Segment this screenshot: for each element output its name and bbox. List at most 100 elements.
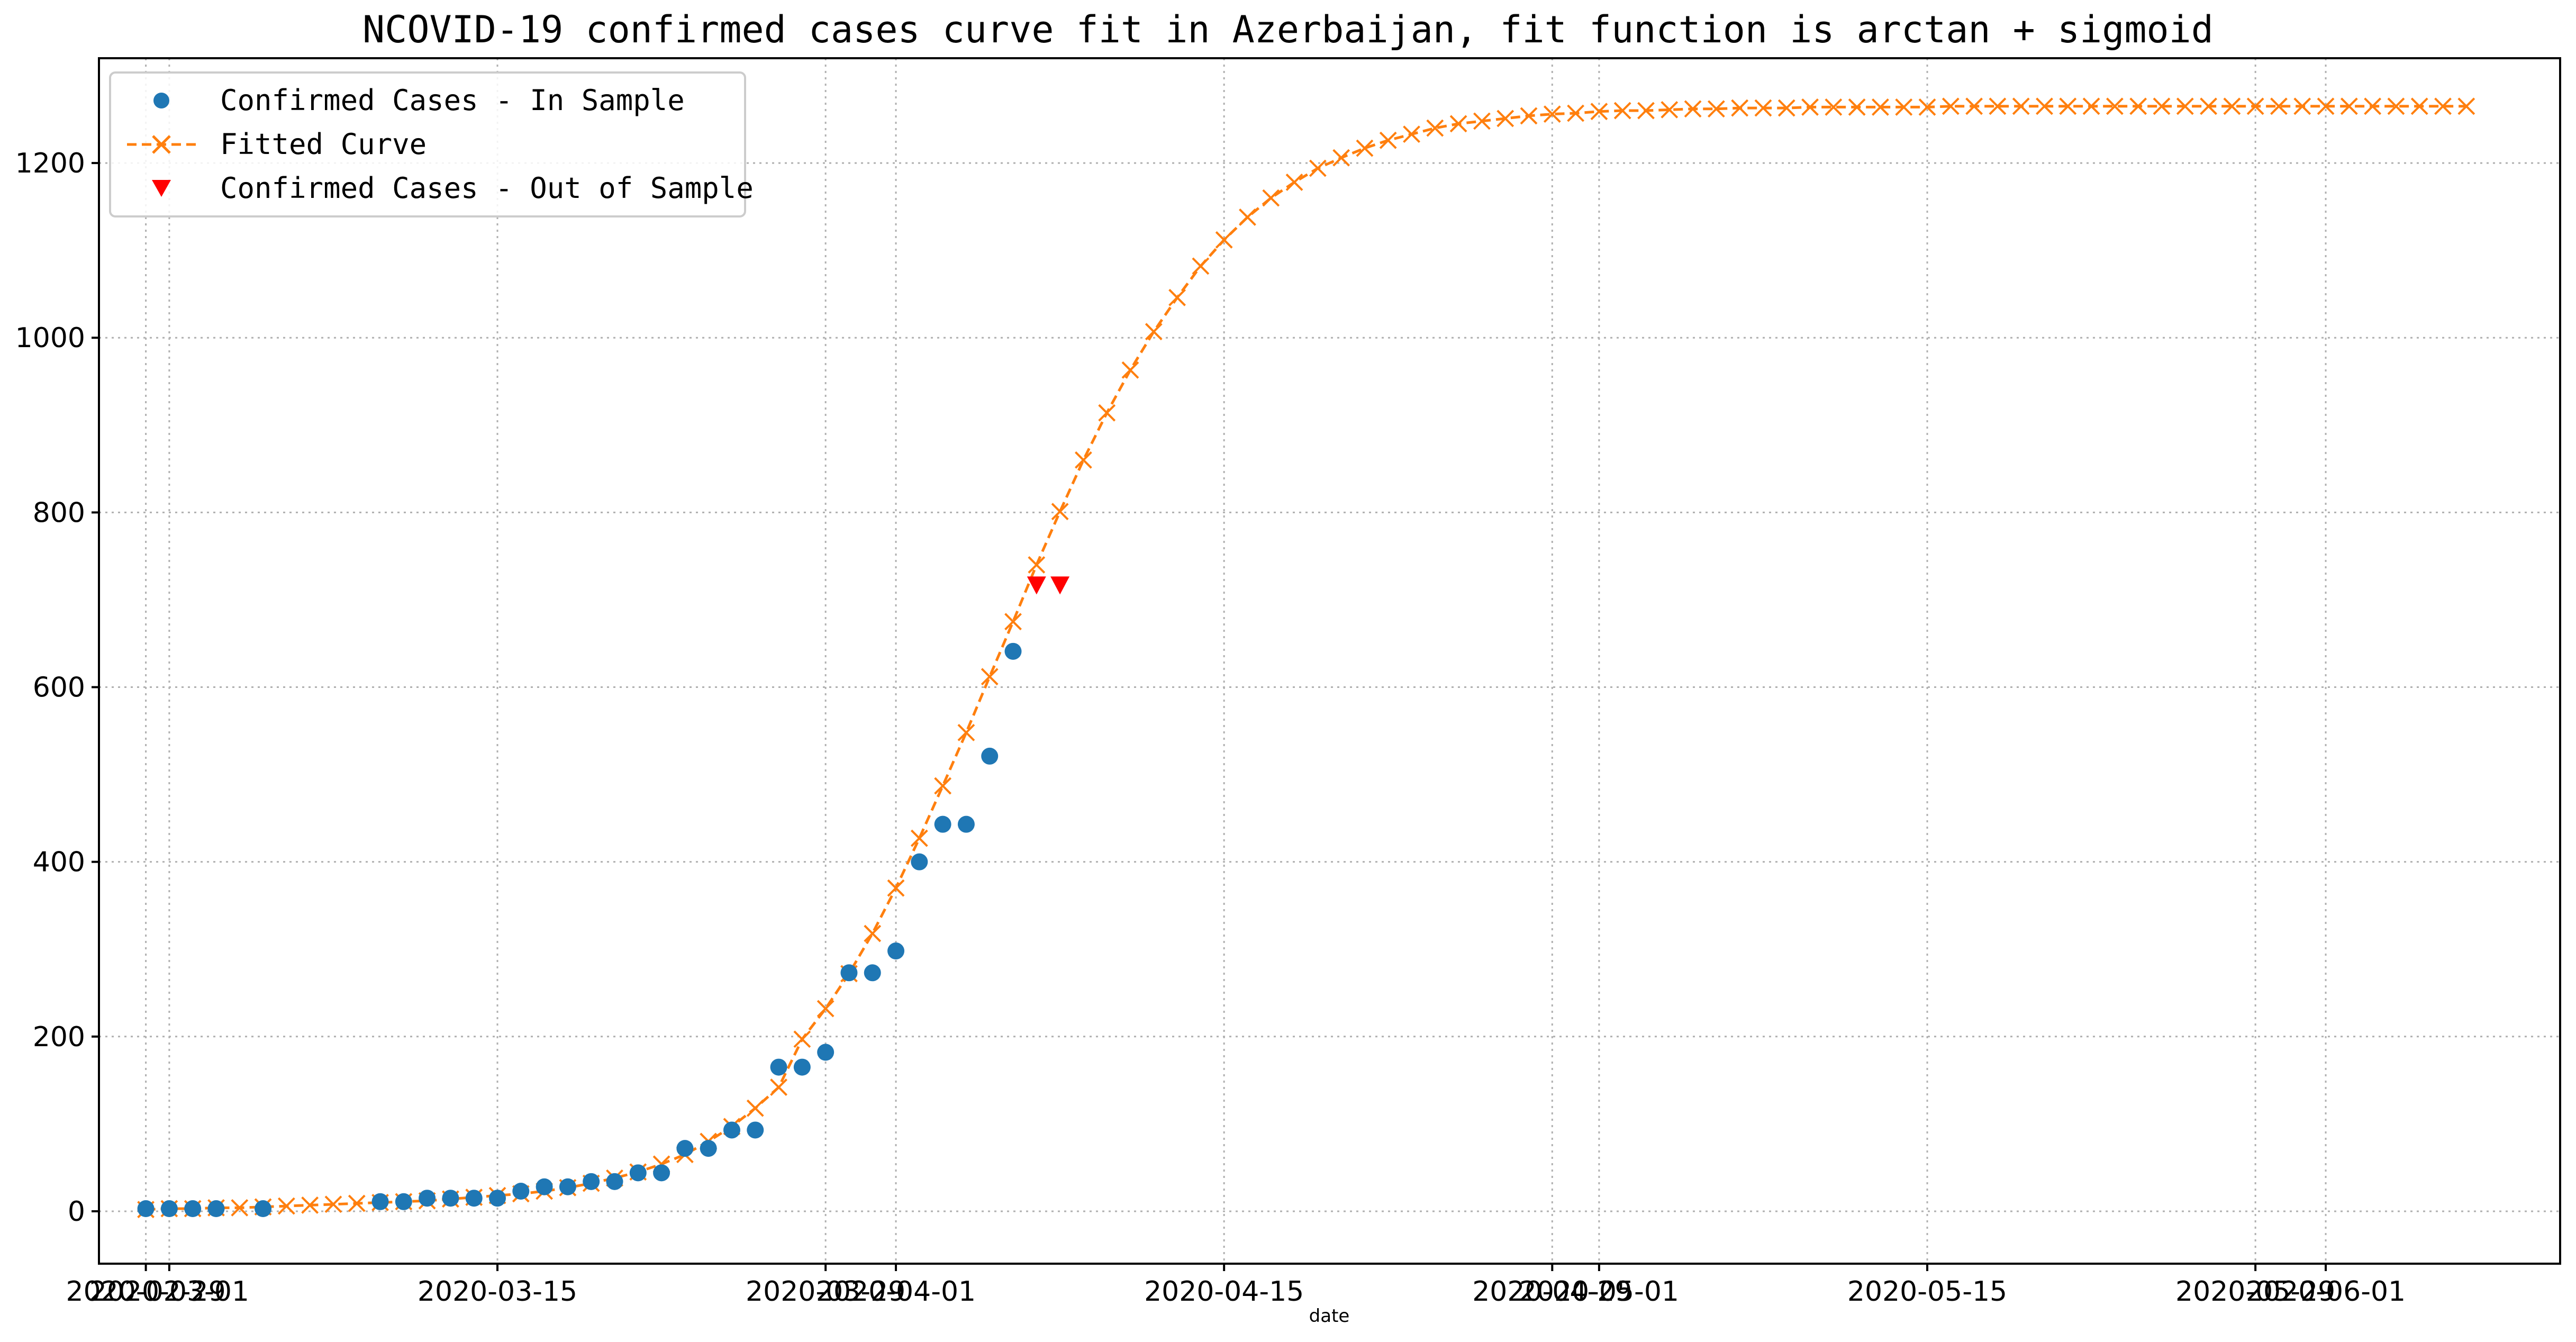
in-sample-point bbox=[817, 1044, 835, 1061]
in-sample-point bbox=[465, 1190, 483, 1207]
out-of-sample-point bbox=[1050, 576, 1070, 595]
fitted-curve-marker bbox=[2434, 97, 2452, 115]
in-sample-point bbox=[371, 1193, 389, 1210]
fitted-curve-marker bbox=[2270, 97, 2288, 115]
legend-label-in-sample: Confirmed Cases - In Sample bbox=[220, 84, 685, 117]
x-tick-label: 2020-04-01 bbox=[816, 1276, 976, 1308]
tick-layer: 0 200 400 600 800 1000 1200 2020-02-292020-03-0… bbox=[15, 148, 2406, 1308]
fitted-curve-marker bbox=[1989, 97, 2007, 115]
in-sample-point bbox=[137, 1200, 155, 1218]
fitted-curve-marker bbox=[1590, 103, 1608, 121]
fitted-curve-marker bbox=[1379, 131, 1397, 149]
fitted-curve-marker bbox=[2246, 97, 2264, 115]
legend-marker-fitted bbox=[152, 135, 171, 154]
fitted-curve-marker bbox=[1637, 102, 1655, 120]
legend-label-fitted: Fitted Curve bbox=[220, 128, 427, 161]
fitted-curve-marker bbox=[1895, 98, 1913, 116]
x-tick-label: 2020-05-29 bbox=[2175, 1276, 2335, 1308]
fitted-curve-marker bbox=[2457, 97, 2475, 115]
fitted-curve-marker bbox=[2293, 97, 2311, 115]
in-sample-point bbox=[911, 853, 928, 871]
legend: Confirmed Cases - In Sample Fitted Curve… bbox=[109, 71, 754, 217]
fitted-curve-marker bbox=[1613, 102, 1631, 120]
fitted-curve-marker bbox=[348, 1194, 366, 1212]
fitted-curve-marker bbox=[2036, 97, 2053, 115]
in-sample-point bbox=[489, 1190, 506, 1207]
in-sample-point bbox=[887, 942, 905, 960]
y-tick-label: 0 bbox=[68, 1196, 85, 1228]
legend-marker-in-sample bbox=[153, 93, 169, 108]
fitted-curve-marker bbox=[1285, 173, 1303, 191]
fitted-curve-marker bbox=[231, 1199, 249, 1217]
fitted-curve-marker bbox=[2340, 97, 2358, 115]
fitted-curve-marker bbox=[957, 723, 975, 741]
x-tick-label: 2020-03-15 bbox=[418, 1276, 577, 1308]
in-sample-point bbox=[747, 1121, 764, 1139]
fitted-curve-marker bbox=[2059, 97, 2077, 115]
fitted-curve-marker bbox=[1543, 105, 1561, 123]
y-tick-label: 400 bbox=[33, 847, 85, 878]
in-sample-point bbox=[770, 1058, 787, 1076]
fitted-curve-marker bbox=[2012, 97, 2030, 115]
legend-marker-out-of-sample bbox=[152, 180, 171, 197]
in-sample-point bbox=[583, 1173, 600, 1190]
in-sample-point bbox=[723, 1121, 740, 1139]
x-tick-label: 2020-05-15 bbox=[1847, 1276, 2007, 1308]
fitted-curve-marker bbox=[277, 1197, 295, 1215]
fitted-curve-marker bbox=[1262, 189, 1280, 207]
y-tick-label: 800 bbox=[33, 497, 85, 529]
fitted-curve-marker bbox=[1192, 257, 1210, 275]
in-sample-point bbox=[653, 1164, 670, 1182]
in-sample-point bbox=[700, 1140, 717, 1157]
in-sample-point bbox=[559, 1178, 576, 1195]
x-tick-label: 2020-03-29 bbox=[746, 1276, 905, 1308]
fitted-curve-marker bbox=[746, 1099, 764, 1117]
x-axis-label: date bbox=[1309, 1305, 1350, 1327]
fitted-curve-marker bbox=[770, 1078, 787, 1096]
fitted-curve-marker bbox=[1426, 119, 1444, 137]
fitted-curve-marker bbox=[864, 924, 882, 942]
in-sample-point bbox=[184, 1200, 202, 1218]
x-tick-label: 2020-06-01 bbox=[2246, 1276, 2406, 1308]
fitted-curve-marker bbox=[1707, 100, 1725, 118]
fitted-curve-marker bbox=[1309, 159, 1327, 177]
fitted-curve-marker bbox=[2200, 97, 2217, 115]
fitted-curve-marker bbox=[2410, 97, 2428, 115]
fitted-curve-marker bbox=[1074, 451, 1092, 469]
grid-layer bbox=[99, 58, 2560, 1264]
fitted-curve-marker bbox=[1965, 97, 1983, 115]
x-tick-label: 2020-04-29 bbox=[1472, 1276, 1632, 1308]
fitted-curve-marker bbox=[301, 1196, 319, 1214]
fitted-curve-marker bbox=[1449, 115, 1467, 133]
chart-title: NCOVID-19 confirmed cases curve fit in A… bbox=[362, 8, 2214, 51]
fitted-curve-marker bbox=[1942, 97, 1960, 115]
fitted-curve-marker bbox=[2082, 97, 2100, 115]
fitted-curve-marker bbox=[934, 777, 952, 795]
in-sample-point bbox=[395, 1193, 412, 1210]
in-sample-point bbox=[934, 815, 951, 833]
in-sample-point bbox=[606, 1173, 623, 1190]
fitted-curve-marker bbox=[1777, 99, 1795, 117]
fitted-curve-marker bbox=[793, 1030, 811, 1048]
fitted-curve-marker bbox=[2153, 97, 2171, 115]
fitted-curve-marker bbox=[1684, 100, 1702, 118]
fitted-curve-marker bbox=[1848, 98, 1866, 116]
x-tick-label: 2020-04-15 bbox=[1144, 1276, 1304, 1308]
legend-label-out-of-sample: Confirmed Cases - Out of Sample bbox=[220, 171, 754, 205]
fitted-curve-marker bbox=[1872, 98, 1889, 116]
y-tick-label: 600 bbox=[33, 672, 85, 704]
in-sample-point bbox=[629, 1164, 647, 1182]
fitted-curve-marker bbox=[981, 668, 999, 686]
fitted-curve-marker bbox=[1121, 361, 1139, 379]
fitted-curve-marker bbox=[1661, 101, 1679, 119]
fitted-curve-marker bbox=[1145, 323, 1163, 341]
fitted-curve-marker bbox=[1731, 99, 1749, 117]
fitted-curve-marker bbox=[1496, 110, 1514, 128]
fitted-curve-marker bbox=[2387, 97, 2405, 115]
in-sample-point bbox=[957, 815, 975, 833]
x-tick-label: 2020-05-01 bbox=[1519, 1276, 1679, 1308]
fitted-curve-marker bbox=[887, 879, 905, 897]
in-sample-point bbox=[840, 964, 858, 982]
in-sample-point bbox=[536, 1178, 553, 1195]
